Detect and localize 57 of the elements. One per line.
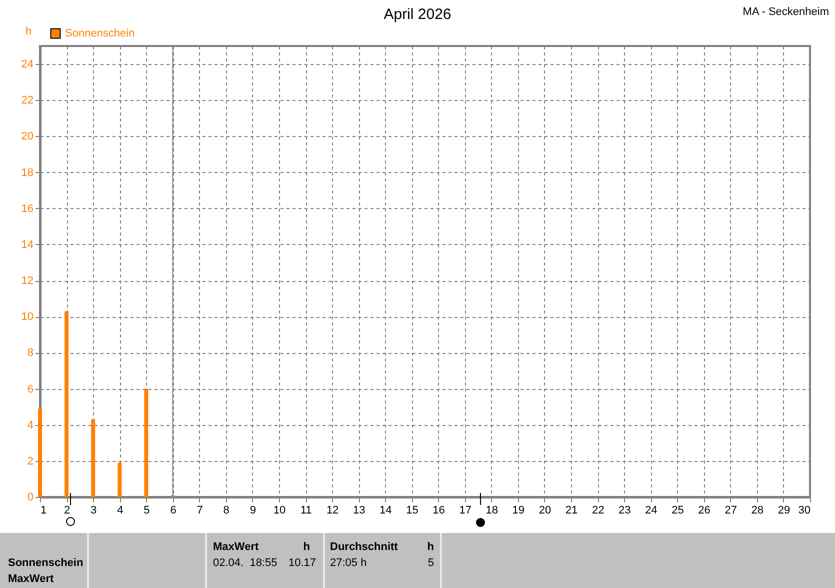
x-tick-label: 19: [512, 504, 525, 516]
x-tick-label: 11: [300, 504, 312, 516]
y-tick-label: 20: [21, 130, 34, 143]
y-tick-label: 4: [27, 419, 34, 432]
x-tick-label: 13: [352, 504, 366, 516]
y-tick-label: 10: [21, 311, 34, 324]
y-tick-label: 24: [21, 58, 34, 71]
y-tick-label: 18: [21, 166, 34, 179]
y-tick-label: 12: [21, 275, 34, 288]
text: h: [303, 541, 310, 553]
x-tick-label: 9: [250, 504, 256, 516]
y-tick-label: 8: [27, 347, 34, 360]
x-tick-label: 27: [724, 504, 737, 516]
x-tick-label: 1: [40, 504, 47, 516]
x-tick-label: 23: [618, 504, 631, 516]
x-tick-label: 24: [645, 504, 658, 516]
x-tick-label: 10: [273, 504, 286, 516]
y-tick-label: 14: [21, 238, 34, 251]
text: Sonnenschein: [8, 557, 84, 569]
x-tick-label: 25: [672, 504, 684, 516]
x-tick-label: 30: [798, 504, 810, 516]
x-tick-label: 7: [196, 504, 203, 516]
chart-title: April 2026: [384, 6, 452, 23]
y-axis-title: h: [25, 26, 32, 38]
x-tick-label: 6: [170, 504, 176, 516]
y-tick-label: 2: [27, 455, 34, 468]
chart-subtitle: MA - Seckenheim: [742, 6, 829, 18]
x-tick-label: 15: [406, 504, 418, 516]
x-tick-label: 20: [538, 504, 552, 516]
x-tick-label: 2: [64, 504, 70, 516]
x-tick-label: 29: [778, 504, 790, 516]
text: MaxWert: [213, 541, 259, 553]
x-tick-label: 22: [592, 504, 604, 516]
legend-label: Sonnenschein: [65, 28, 135, 40]
y-tick-label: 22: [21, 94, 34, 107]
x-tick-label: 21: [565, 504, 578, 516]
x-tick-label: 18: [486, 504, 498, 516]
x-tick-label: 4: [117, 504, 124, 516]
text: 27:05 h: [330, 557, 367, 569]
x-tick-label: 3: [90, 504, 97, 516]
x-tick-label: 14: [380, 504, 392, 516]
x-tick-label: 5: [144, 504, 150, 516]
text: h: [427, 541, 434, 553]
text: 02.04. 18:55: [213, 557, 278, 569]
x-tick-label: 16: [432, 504, 445, 516]
x-tick-label: 8: [223, 504, 230, 516]
text: 5: [428, 557, 434, 569]
x-tick-label: 28: [751, 504, 764, 516]
text: 10.17: [288, 557, 316, 569]
y-tick-label: 16: [21, 202, 34, 215]
y-tick-label: 6: [27, 383, 34, 396]
text: MaxWert: [8, 573, 54, 585]
x-tick-label: 26: [698, 504, 710, 516]
text: Durchschnitt: [330, 541, 398, 553]
x-tick-label: 17: [459, 504, 472, 516]
x-tick-label: 12: [326, 504, 339, 516]
y-tick-label: 0: [27, 492, 34, 504]
